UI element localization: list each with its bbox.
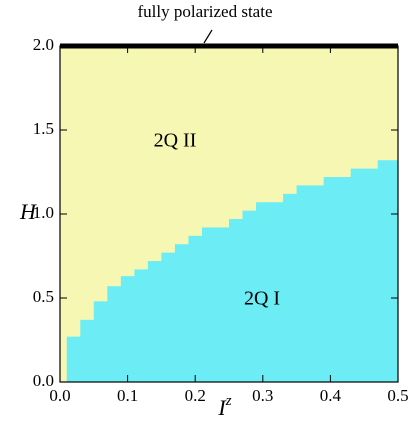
y-tick-label: 1.5 (33, 119, 54, 138)
step-bar (323, 177, 338, 382)
step-bar (337, 177, 352, 382)
y-tick-label: 0.0 (33, 371, 54, 390)
step-bar (269, 202, 284, 382)
x-tick-label: 0.4 (320, 386, 342, 405)
step-bar (377, 160, 399, 382)
annotation-pointer (203, 29, 213, 44)
step-bar (120, 276, 135, 382)
y-tick-label: 0.5 (33, 287, 54, 306)
x-axis-label: Iz (217, 393, 231, 420)
region-label: 2Q II (154, 130, 197, 152)
step-bar (93, 301, 108, 382)
step-bar (188, 235, 203, 382)
x-tick-label: 0.0 (49, 386, 70, 405)
step-bar (66, 336, 81, 382)
step-bar (242, 210, 257, 382)
step-bar (350, 168, 365, 382)
y-axis-label: H (19, 199, 37, 224)
step-bar (296, 185, 311, 382)
x-tick-label: 0.2 (185, 386, 206, 405)
step-bar (283, 193, 298, 382)
step-bar (215, 227, 230, 382)
x-axis-label-main: I (217, 395, 227, 420)
y-tick-label: 1.0 (33, 203, 54, 222)
step-bar (134, 269, 149, 382)
step-bar (256, 202, 271, 382)
region-label: 2Q I (244, 288, 280, 310)
step-bar (364, 168, 379, 382)
x-axis-label-sup: z (225, 393, 232, 409)
step-bar (107, 286, 122, 382)
step-bar (174, 244, 189, 382)
annotation: fully polarized state (137, 2, 272, 21)
step-bar (310, 185, 325, 382)
step-bar (201, 227, 216, 382)
x-tick-label: 0.5 (387, 386, 408, 405)
x-tick-label: 0.3 (252, 386, 273, 405)
y-tick-label: 2.0 (33, 35, 54, 54)
step-bar (229, 219, 244, 382)
step-bar (80, 319, 95, 382)
x-tick-label: 0.1 (117, 386, 138, 405)
step-bar (161, 252, 176, 382)
step-bar (147, 261, 162, 382)
